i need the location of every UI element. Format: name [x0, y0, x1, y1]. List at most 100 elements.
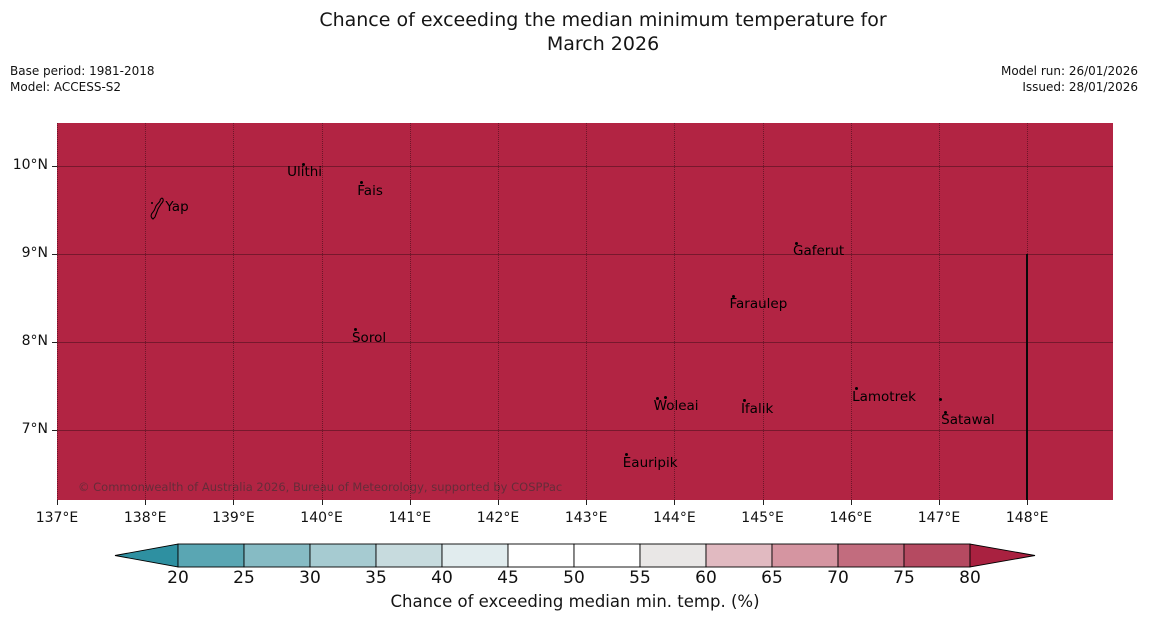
lon-gridline	[321, 123, 323, 500]
lon-tick-label: 148°E	[1005, 510, 1049, 526]
colorbar-tick-label: 55	[629, 568, 651, 588]
lon-axis-tick	[57, 500, 58, 505]
colorbar-tick-label: 35	[365, 568, 387, 588]
lon-axis-tick	[762, 500, 764, 505]
colorbar-tick-label: 60	[695, 568, 717, 588]
run-info-block: Model run: 26/01/2026 Issued: 28/01/2026	[1001, 63, 1138, 95]
place-label: Ulithi	[287, 164, 323, 181]
lat-axis-tick	[52, 430, 57, 431]
place-label: Ifalik	[740, 400, 774, 417]
lon-gridline	[674, 123, 676, 500]
colorbar-axis-label: Chance of exceeding median min. temp. (%…	[390, 592, 760, 611]
lon-tick-label: 137°E	[35, 510, 79, 526]
place-label: Yap	[165, 199, 189, 216]
colorbar-tick-label: 50	[563, 568, 585, 588]
lon-gridline	[145, 123, 147, 500]
colorbar-segment	[639, 543, 707, 568]
colorbar-segment	[771, 543, 839, 568]
model-info-block: Base period: 1981-2018 Model: ACCESS-S2	[10, 63, 155, 95]
island-marker-dot	[301, 162, 305, 166]
colorbar-segment	[507, 543, 575, 568]
lon-tick-label: 145°E	[741, 510, 784, 526]
lon-tick-label: 141°E	[388, 510, 432, 526]
island-marker-dot	[795, 241, 799, 245]
colorbar-tick-label: 20	[167, 568, 189, 588]
island-marker-dot	[664, 395, 668, 399]
place-label: Lamotrek	[852, 388, 916, 405]
colorbar-segment	[309, 543, 377, 568]
island-marker-dot	[854, 387, 858, 391]
colorbar-segment	[441, 543, 509, 568]
island-marker-dot	[625, 453, 629, 457]
issued-date-text: Issued: 28/01/2026	[1022, 80, 1138, 94]
lon-tick-label: 142°E	[476, 510, 520, 526]
lat-gridline	[57, 166, 1113, 167]
colorbar-segment	[705, 543, 773, 568]
place-label: Eauripik	[622, 454, 678, 471]
place-label: Gaferut	[792, 243, 845, 260]
lat-axis-tick	[52, 254, 57, 255]
title-line-2: March 2026	[546, 33, 660, 55]
base-period-text: Base period: 1981-2018	[10, 64, 155, 78]
island-marker-dot	[939, 397, 943, 401]
lon-axis-tick	[850, 500, 852, 505]
lon-gridline	[850, 123, 852, 500]
state-boundary-line	[1026, 254, 1029, 500]
place-label: Woleai	[653, 398, 699, 415]
lon-tick-label: 146°E	[829, 510, 873, 526]
lat-tick-label: 9°N	[21, 245, 48, 261]
lon-tick-label: 140°E	[300, 510, 343, 526]
lon-tick-label: 147°E	[917, 510, 961, 526]
title-line-1: Chance of exceeding the median minimum t…	[319, 9, 887, 31]
lon-tick-label: 138°E	[123, 510, 167, 526]
page-title: Chance of exceeding the median minimum t…	[56, 8, 1150, 56]
lat-tick-label: 10°N	[12, 157, 48, 173]
island-marker-dot	[656, 396, 660, 400]
lat-tick-label: 8°N	[21, 333, 48, 349]
lon-tick-label: 139°E	[212, 510, 255, 526]
colorbar-over-arrow	[969, 543, 1036, 568]
lon-axis-tick	[233, 500, 235, 505]
lon-axis-tick	[145, 500, 147, 505]
model-name-text: Model: ACCESS-S2	[10, 80, 122, 94]
island-marker-dot	[354, 328, 358, 332]
colorbar-tick-label: 40	[431, 568, 453, 588]
island-marker-dot	[943, 410, 947, 414]
colorbar-tick-label: 65	[761, 568, 783, 588]
place-label: Satawal	[941, 412, 995, 429]
lon-gridline	[57, 123, 58, 500]
model-run-text: Model run: 26/01/2026	[1000, 64, 1138, 78]
lon-tick-label: 143°E	[564, 510, 608, 526]
lon-tick-label: 144°E	[653, 510, 696, 526]
copyright-attribution: © Commonwealth of Australia 2026, Bureau…	[78, 480, 563, 494]
lat-axis-tick	[52, 166, 57, 167]
colorbar-under-arrow	[114, 543, 179, 568]
place-label: Fais	[357, 182, 383, 199]
colorbar-segment	[243, 543, 311, 568]
lon-axis-tick	[586, 500, 588, 505]
island-marker-dot	[731, 294, 735, 298]
colorbar-tick-label: 80	[959, 568, 981, 588]
lon-gridline	[498, 123, 499, 500]
place-label: Sorol	[351, 329, 387, 346]
colorbar-segment	[177, 543, 245, 568]
lon-axis-tick	[674, 500, 676, 505]
colorbar-tick-label: 70	[827, 568, 849, 588]
lon-axis-tick	[498, 500, 499, 505]
lat-gridline	[57, 430, 1113, 431]
lon-axis-tick	[321, 500, 323, 505]
lon-gridline	[939, 123, 940, 500]
lat-gridline	[57, 254, 1113, 255]
colorbar-tick-label: 25	[233, 568, 255, 588]
colorbar-tick-label: 45	[497, 568, 519, 588]
island-marker-dot	[743, 399, 747, 403]
colorbar-segment	[573, 543, 641, 568]
colorbar-tick-label: 30	[299, 568, 321, 588]
map-area: © Commonwealth of Australia 2026, Bureau…	[57, 123, 1113, 500]
lat-axis-tick	[52, 342, 57, 343]
yap-island-outline-icon	[150, 197, 165, 220]
lon-gridline	[233, 123, 235, 500]
colorbar-tick-label: 75	[893, 568, 915, 588]
colorbar	[114, 543, 1036, 568]
lon-axis-tick	[939, 500, 940, 505]
